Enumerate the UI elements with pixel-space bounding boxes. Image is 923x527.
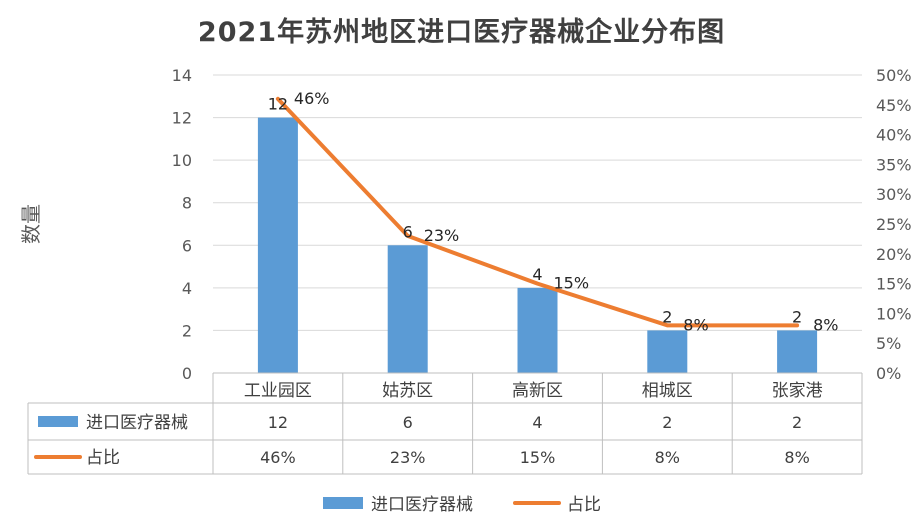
y2-tick-label: 15% — [876, 275, 912, 294]
table-series-name: 占比 — [86, 448, 120, 468]
bar-value-label: 12 — [268, 95, 288, 114]
line-value-label: 46% — [294, 89, 330, 108]
bar-value-label: 2 — [792, 307, 802, 326]
y2-tick-label: 35% — [876, 155, 912, 174]
table-cell: 8% — [784, 448, 809, 467]
bar-series — [257, 117, 818, 373]
category-label: 张家港 — [772, 381, 823, 401]
line-value-label: 23% — [424, 226, 460, 245]
category-label: 相城区 — [642, 381, 693, 401]
legend-label-line: 占比 — [567, 495, 601, 515]
y2-tick-label: 0% — [876, 364, 901, 383]
category-label: 高新区 — [512, 381, 563, 401]
table-cell: 46% — [260, 448, 296, 467]
y2-tick-label: 50% — [876, 66, 912, 85]
legend-label-bar: 进口医疗器械 — [371, 495, 473, 515]
table-cell: 6 — [403, 413, 413, 432]
table-cell: 15% — [520, 448, 556, 467]
y2-tick-label: 40% — [876, 126, 912, 145]
y-tick-label: 12 — [172, 109, 192, 128]
bar-value-label: 6 — [403, 222, 413, 241]
line-value-label: 15% — [554, 274, 590, 293]
table-cell: 4 — [532, 413, 542, 432]
y-tick-label: 8 — [182, 194, 192, 213]
table-cell: 23% — [390, 448, 426, 467]
legend-key-bar — [323, 497, 363, 509]
table-series-name: 进口医疗器械 — [86, 413, 188, 433]
axes: 0 2 4 6 8 10 12 14 0% 5% 10% 15% 20% 25% 30% 35% 40% 45% 5… — [19, 66, 912, 383]
y-tick-label: 2 — [182, 321, 192, 340]
line-path — [275, 96, 800, 328]
bar — [647, 330, 688, 373]
y2-tick-label: 5% — [876, 334, 901, 353]
y2-tick-label: 20% — [876, 245, 912, 264]
table-cell: 2 — [662, 413, 672, 432]
legend: 进口医疗器械 占比 — [323, 495, 601, 515]
y-tick-label: 6 — [182, 236, 192, 255]
chart-title: 2021年苏州地区进口医疗器械企业分布图 — [197, 17, 726, 48]
y-tick-label: 10 — [172, 151, 192, 170]
bar — [387, 245, 428, 373]
table-cell: 2 — [792, 413, 802, 432]
y2-tick-label: 25% — [876, 215, 912, 234]
bar — [517, 287, 558, 373]
table-cell: 8% — [655, 448, 680, 467]
bar-value-label: 2 — [662, 307, 672, 326]
y-tick-label: 4 — [182, 279, 192, 298]
data-labels: 12 6 4 2 2 46% 23% 15% 8% 8% — [268, 89, 839, 334]
y-tick-label: 0 — [182, 364, 192, 383]
y2-tick-label: 45% — [876, 96, 912, 115]
y-axis-title: 数量 — [19, 204, 43, 244]
bar — [777, 330, 818, 373]
category-label: 工业园区 — [244, 381, 312, 401]
bar — [257, 117, 298, 373]
table-cell: 12 — [268, 413, 288, 432]
y2-tick-label: 10% — [876, 304, 912, 323]
bar-value-label: 4 — [532, 265, 542, 284]
y-tick-label: 14 — [172, 66, 192, 85]
line-series — [275, 96, 800, 328]
line-value-label: 8% — [683, 315, 708, 334]
y2-tick-label: 30% — [876, 185, 912, 204]
table-series-key — [38, 416, 78, 427]
category-label: 姑苏区 — [382, 381, 433, 401]
line-value-label: 8% — [813, 315, 838, 334]
